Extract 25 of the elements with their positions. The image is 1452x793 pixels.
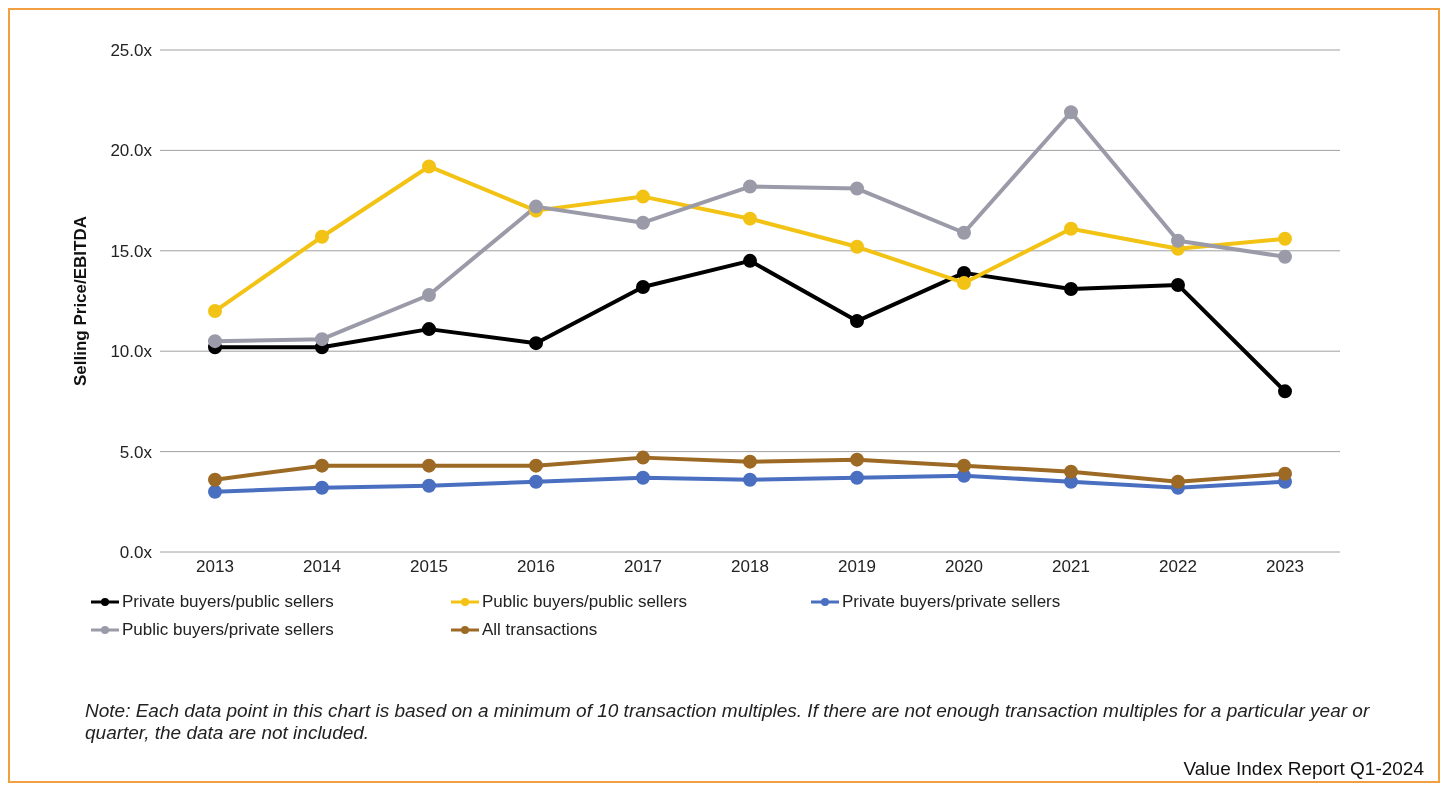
text: Value Index Report Q1-2024	[1183, 758, 1424, 780]
legend-label: All transactions	[482, 620, 598, 640]
x-tick-label: 2013	[196, 557, 234, 577]
text: Note: Each data point in this chart is based on a minimum of 10 transaction multiples. If there are not enough transaction multiples for a particular year or quarter, the data are not included.	[85, 700, 1371, 744]
legend-label: Public buyers/private sellers	[122, 620, 334, 640]
x-tick-label: 2017	[624, 557, 662, 577]
x-tick-label: 2018	[731, 557, 769, 577]
y-tick-label: 25.0x	[110, 41, 153, 61]
x-tick-label: 2022	[1159, 557, 1197, 577]
legend-label: Private buyers/private sellers	[842, 592, 1061, 612]
x-tick-label: 2019	[838, 557, 876, 577]
legend-label: Private buyers/public sellers	[122, 592, 334, 612]
legend-label: Public buyers/public sellers	[482, 592, 688, 612]
y-tick-label: 20.0x	[110, 141, 153, 161]
y-tick-label: 15.0x	[110, 241, 153, 261]
x-tick-label: 2016	[517, 557, 555, 577]
x-tick-label: 2014	[303, 557, 341, 577]
x-tick-label: 2015	[410, 557, 448, 577]
y-tick-label: 0.0x	[119, 543, 153, 563]
y-tick-label: 10.0x	[110, 342, 153, 362]
x-tick-label: 2020	[945, 557, 983, 577]
y-tick-label: 5.0x	[119, 442, 153, 462]
y-axis-title: Selling Price/EBITDA	[71, 215, 91, 387]
x-tick-label: 2023	[1266, 557, 1304, 577]
x-tick-label: 2021	[1052, 557, 1090, 577]
